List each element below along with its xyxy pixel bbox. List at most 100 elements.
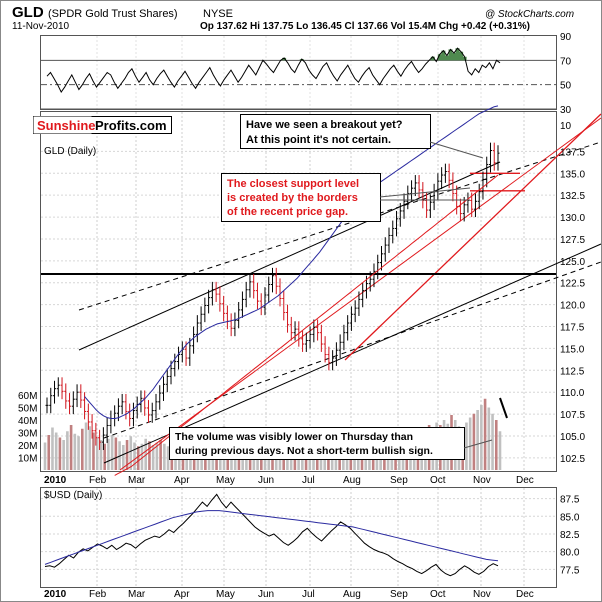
volume-bar — [148, 441, 151, 470]
price-y-tick: 112.5 — [560, 366, 585, 377]
x-tick-label: Jun — [258, 589, 274, 600]
price-y-tick: 105.0 — [560, 432, 585, 443]
volume-bar — [73, 433, 77, 470]
x-tick-label: Apr — [174, 589, 190, 600]
price-y-tick: 110.0 — [560, 388, 585, 399]
x-tick-label: Apr — [174, 475, 190, 486]
price-y-tick: 122.5 — [560, 279, 585, 290]
volume-bar — [107, 438, 110, 470]
volume-bar — [166, 446, 170, 470]
breakout-annotation: Have we seen a breakout yet? At this poi… — [240, 114, 431, 149]
volume-bar — [77, 436, 80, 470]
x-tick-label: Dec — [516, 589, 534, 600]
volume-bar — [491, 413, 494, 470]
x-tick-label: Jun — [258, 475, 274, 486]
volume-y-tick: 10M — [18, 454, 37, 465]
watermark: @ StockCharts.com — [485, 9, 574, 20]
volume-bar — [483, 398, 487, 470]
volume-bar — [84, 422, 88, 470]
ticker-symbol: GLD — [12, 4, 44, 21]
rsi-y-tick: 50 — [560, 81, 572, 92]
x-tick-label: Oct — [430, 589, 446, 600]
volume-bar — [468, 417, 472, 470]
breakout-line-2: At this point it's not certain. — [246, 134, 391, 146]
ohlc-readout: Op 137.62 Hi 137.75 Lo 136.45 Cl 137.66 … — [200, 21, 530, 32]
price-y-tick: 127.5 — [560, 235, 585, 246]
x-tick-label: May — [216, 475, 235, 486]
volume-y-tick: 50M — [18, 404, 37, 415]
volume-line-1: The volume was visibly lower on Thursday… — [175, 431, 413, 443]
volume-bar — [54, 432, 58, 470]
x-tick-label: Mar — [128, 589, 146, 600]
support-line-1: The closest support level — [227, 178, 359, 190]
x-tick-label: Feb — [89, 475, 107, 486]
x-tick-label: Sep — [390, 589, 408, 600]
price-panel-title: GLD (Daily) — [44, 146, 96, 157]
price-y-tick: 107.5 — [560, 410, 585, 421]
chart-date: 11-Nov-2010 — [12, 21, 70, 32]
volume-bar — [494, 420, 498, 470]
volume-annotation: The volume was visibly lower on Thursday… — [169, 427, 465, 460]
volume-drop-arrow — [499, 397, 508, 419]
x-tick-label: Feb — [89, 589, 107, 600]
rsi-y-tick: 70 — [560, 56, 572, 67]
volume-bar — [47, 435, 51, 470]
x-tick-label: Jul — [302, 475, 315, 486]
volume-bar — [69, 425, 73, 470]
channel-top-line — [78, 161, 501, 351]
volume-bar — [163, 443, 166, 470]
x-tick-label: May — [216, 589, 235, 600]
channel-top-dashed — [78, 141, 602, 311]
support-pointer — [379, 187, 471, 198]
usd-y-tick: 87.5 — [560, 495, 580, 506]
volume-bar — [151, 445, 155, 470]
support-annotation: The closest support level is created by … — [221, 173, 381, 222]
volume-bar — [66, 431, 69, 470]
rsi-indicator — [41, 47, 556, 110]
volume-bar — [476, 410, 479, 470]
volume-bar — [465, 422, 468, 470]
volume-bar — [43, 442, 47, 470]
x-tick-label: 2010 — [44, 589, 67, 600]
channel-bottom-dashed — [103, 261, 602, 439]
volume-bar — [92, 432, 95, 470]
volume-bar — [114, 437, 118, 470]
x-tick-label: Aug — [343, 475, 361, 486]
volume-y-tick: 30M — [18, 429, 37, 440]
ticker-name: (SPDR Gold Trust Shares) — [48, 8, 178, 20]
volume-bar — [62, 440, 65, 470]
volume-bar — [480, 405, 483, 470]
x-tick-label: Nov — [473, 589, 491, 600]
volume-y-tick: 20M — [18, 441, 37, 452]
volume-bar — [498, 431, 502, 470]
usd-y-tick: 77.5 — [560, 565, 580, 576]
volume-bar — [99, 440, 103, 470]
usd-series — [44, 493, 499, 577]
volume-bar — [51, 427, 54, 470]
rsi-line — [46, 47, 501, 93]
axis-labels: 2010 2010 Feb Feb Mar Mar Apr Apr May May Jun Jun Ju… — [18, 32, 585, 600]
x-tick-label: Mar — [128, 475, 146, 486]
x-tick-label: Nov — [473, 475, 491, 486]
usd-panel-title: $USD (Daily) — [44, 490, 102, 501]
volume-bar — [487, 407, 491, 470]
price-y-tick: 135.0 — [560, 169, 585, 180]
volume-pointer — [463, 439, 493, 449]
annotation-pointers — [379, 141, 508, 449]
usd-y-tick: 80.0 — [560, 548, 580, 559]
volume-bar — [95, 437, 99, 470]
volume-bar — [80, 428, 84, 470]
usd-y-tick: 85.0 — [560, 512, 580, 523]
volume-bar — [125, 440, 129, 470]
exchange-label: NYSE — [203, 8, 233, 20]
volume-y-tick: 60M — [18, 391, 37, 402]
volume-bar — [136, 446, 140, 470]
logo-brand-red: Sunshine — [37, 118, 96, 133]
volume-bar — [472, 413, 476, 470]
price-y-tick: 10 — [560, 121, 572, 132]
volume-bar — [144, 438, 147, 470]
volume-line-2: during previous days. Not a short-term b… — [175, 445, 433, 457]
volume-bar — [155, 442, 159, 470]
